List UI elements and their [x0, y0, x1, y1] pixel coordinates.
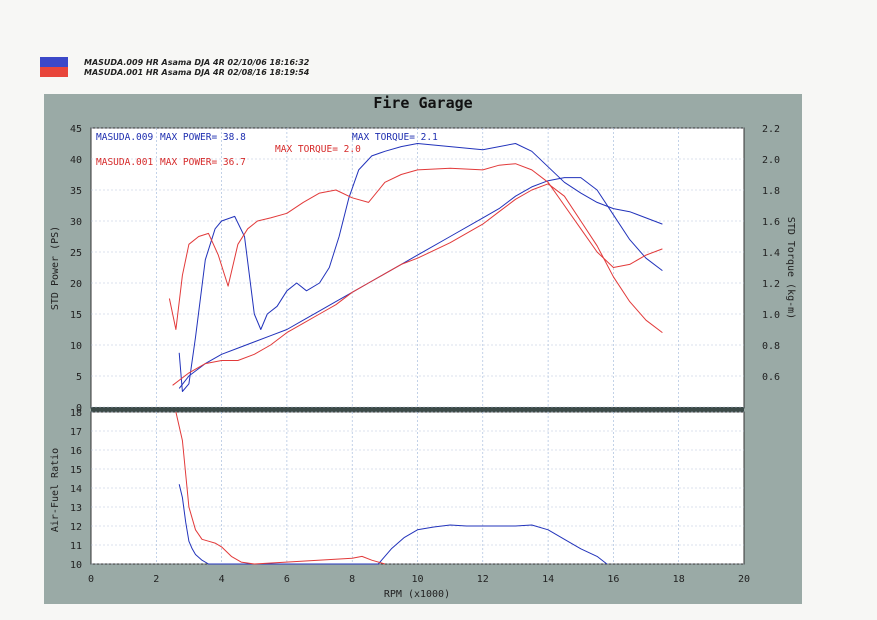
annotation-run-009: MASUDA.009 [96, 132, 153, 143]
annotation-max-power-009: MAX POWER= 38.8 [160, 132, 246, 143]
rpm-tick-label: 20 [738, 574, 750, 585]
power-axis-ticks: 0 5 10 15 20 25 30 35 40 45 [70, 124, 82, 414]
torque-tick-label: 1.8 [762, 186, 780, 197]
torque-tick-label: 0.6 [762, 372, 780, 383]
torque-tick-label: 2.2 [762, 124, 780, 135]
rpm-tick-label: 16 [607, 574, 619, 585]
rpm-tick-label: 12 [477, 574, 489, 585]
air-fuel-tick-label: 11 [70, 541, 82, 552]
air-fuel-tick-label: 16 [70, 446, 82, 457]
torque-tick-label: 2.0 [762, 155, 780, 166]
air-fuel-tick-label: 17 [70, 427, 82, 438]
annotation-max-power-001: MAX POWER= 36.7 [160, 157, 246, 168]
air-fuel-tick-label: 15 [70, 465, 82, 476]
air-fuel-grid [91, 411, 744, 565]
air-fuel-tick-label: 18 [70, 408, 82, 419]
rpm-tick-label: 14 [542, 574, 554, 585]
rpm-tick-label: 0 [88, 574, 94, 585]
air-fuel-tick-label: 10 [70, 560, 82, 571]
power-line-masuda-001 [172, 183, 663, 386]
power-axis-label: STD Power (PS) [50, 226, 61, 310]
rpm-tick-label: 10 [411, 574, 423, 585]
rpm-axis-label: RPM (x1000) [384, 589, 450, 600]
rpm-tick-label: 2 [153, 574, 159, 585]
rpm-tick-label: 6 [284, 574, 290, 585]
torque-axis-label: STD Torque (kg-m) [785, 217, 796, 319]
power-tick-label: 20 [70, 279, 82, 290]
rpm-tick-label: 8 [349, 574, 355, 585]
air-fuel-axis-ticks: 10 11 12 13 14 15 16 17 18 [70, 408, 82, 571]
torque-tick-label: 1.2 [762, 279, 780, 290]
power-tick-label: 5 [76, 372, 82, 383]
torque-tick-label: 1.6 [762, 217, 780, 228]
torque-line-masuda-001 [168, 163, 663, 330]
air-fuel-line-masuda-001 [175, 411, 386, 565]
air-fuel-axis-label: Air-Fuel Ratio [50, 448, 61, 532]
run-line-1: MASUDA.009 HR Asama DJA 4R 02/10/06 18:1… [84, 58, 310, 67]
power-torque-series [168, 143, 663, 392]
air-fuel-series [175, 411, 608, 565]
annotation-run-001: MASUDA.001 [96, 157, 153, 168]
power-tick-label: 30 [70, 217, 82, 228]
torque-axis-ticks: 0.6 0.8 1.0 1.2 1.4 1.6 1.8 2.0 2.2 [762, 124, 780, 383]
run-line-2: MASUDA.001 HR Asama DJA 4R 02/08/16 18:1… [84, 68, 310, 77]
rpm-tick-label: 4 [219, 574, 225, 585]
rpm-axis-ticks: 0 2 4 6 8 10 12 14 16 18 20 [88, 574, 750, 585]
torque-tick-label: 0.8 [762, 341, 780, 352]
power-tick-label: 0 [76, 403, 82, 414]
power-tick-label: 40 [70, 155, 82, 166]
power-tick-label: 35 [70, 186, 82, 197]
power-tick-label: 45 [70, 124, 82, 135]
power-tick-label: 25 [70, 248, 82, 259]
power-tick-label: 10 [70, 341, 82, 352]
air-fuel-tick-label: 14 [70, 484, 82, 495]
panel-divider [91, 407, 744, 412]
air-fuel-line-masuda-009 [178, 484, 608, 565]
max-values-annotations: MASUDA.009 MAX POWER= 38.8 MAX TORQUE= 2… [96, 132, 438, 168]
chart-title: Fire Garage [373, 94, 472, 112]
rpm-tick-label: 18 [673, 574, 685, 585]
power-tick-label: 15 [70, 310, 82, 321]
torque-tick-label: 1.4 [762, 248, 780, 259]
run-swatch [40, 57, 68, 77]
run-swatch-blue [40, 57, 68, 67]
run-swatch-red [40, 67, 68, 77]
air-fuel-tick-label: 12 [70, 522, 82, 533]
torque-tick-label: 1.0 [762, 310, 780, 321]
torque-line-masuda-009 [178, 143, 663, 392]
annotation-max-torque-009: MAX TORQUE= 2.1 [352, 132, 438, 143]
air-fuel-tick-label: 13 [70, 503, 82, 514]
annotation-max-torque-001: MAX TORQUE= 2.0 [275, 144, 361, 155]
